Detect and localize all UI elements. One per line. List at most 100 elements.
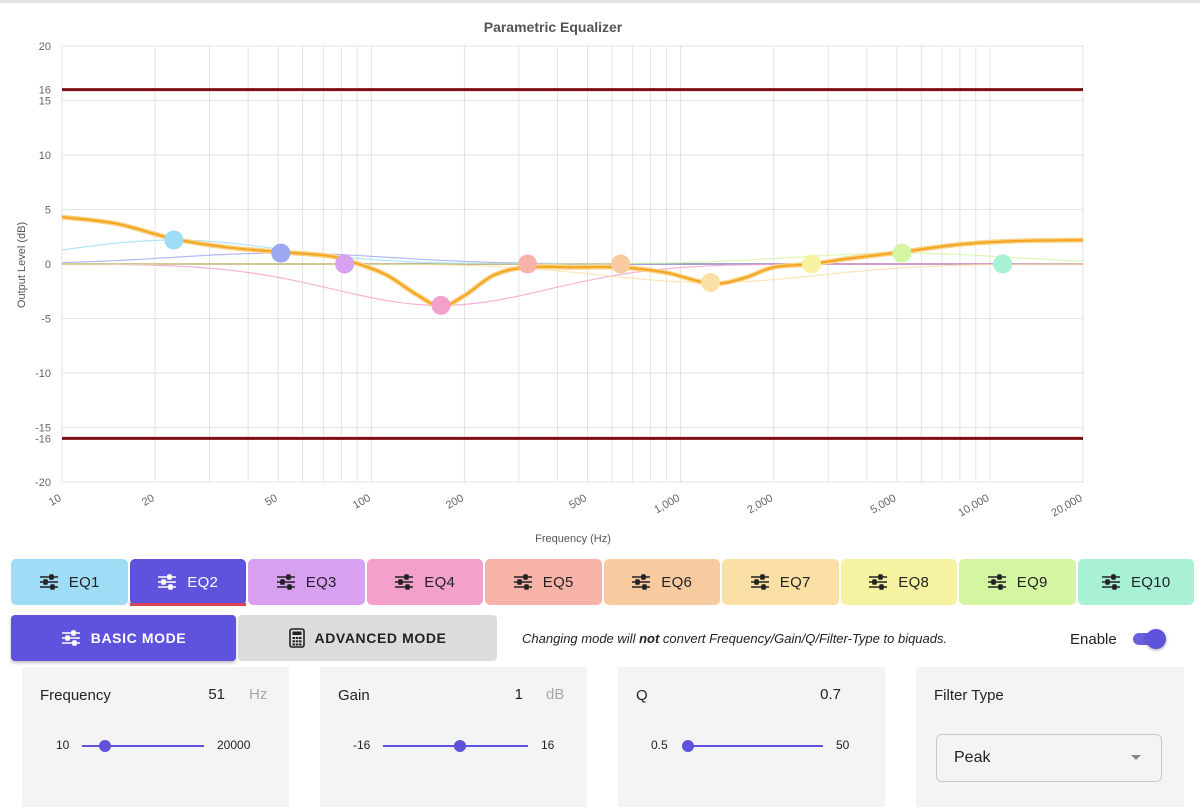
x-tick-label: 10 (47, 492, 64, 509)
tab-label: EQ1 (68, 573, 100, 591)
basic-mode-label: BASIC MODE (90, 630, 187, 646)
top-border (0, 0, 1200, 3)
band-handle-eq7[interactable] (701, 273, 721, 293)
y-tick-label: -20 (35, 477, 51, 489)
q-min: 0.5 (651, 738, 668, 752)
band-handle-eq4[interactable] (431, 295, 451, 315)
mode-change-note: Changing mode will not convert Frequency… (522, 631, 947, 646)
limit-line-label: -16 (35, 433, 51, 445)
tab-eq8[interactable]: EQ8 (840, 559, 957, 605)
x-tick-label: 2,000 (745, 492, 775, 516)
x-tick-label: 10,000 (956, 492, 991, 519)
y-tick-label: -15 (35, 423, 51, 435)
x-tick-label: 20,000 (1049, 492, 1084, 519)
tab-eq1[interactable]: EQ1 (11, 559, 128, 605)
tab-eq6[interactable]: EQ6 (603, 559, 720, 605)
x-tick-label: 500 (567, 492, 589, 512)
x-tick-label: 200 (444, 492, 466, 512)
sliders-icon (158, 574, 177, 590)
tab-eq4[interactable]: EQ4 (366, 559, 483, 605)
q-slider-thumb[interactable] (681, 740, 694, 752)
frequency-label: Frequency (40, 687, 111, 704)
tab-eq10[interactable]: EQ10 (1077, 559, 1194, 605)
advanced-mode-button[interactable]: ADVANCED MODE (238, 615, 497, 661)
y-axis-label: Output Level (dB) (16, 222, 28, 308)
x-axis-label: Frequency (Hz) (535, 533, 611, 545)
eq-band-tabs: EQ1 EQ2 EQ3 EQ4 EQ5 EQ6 EQ7 EQ8 EQ9 EQ10 (11, 559, 1194, 606)
tab-label: EQ10 (1130, 573, 1171, 591)
chart-title: Parametric Equalizer (484, 19, 623, 35)
toggle-knob[interactable] (1146, 629, 1166, 649)
equalizer-chart[interactable]: -20 -15 -10 -5 0 5 10 15 20 16 -16 10 20 50 100 200 500 1… (0, 0, 1200, 555)
frequency-slider-thumb[interactable] (99, 740, 112, 752)
frequency-slider-track[interactable] (82, 745, 204, 747)
gain-label: Gain (338, 687, 370, 704)
sliders-icon (39, 574, 58, 590)
x-tick-label: 20 (140, 492, 157, 509)
band-handle-eq3[interactable] (335, 254, 355, 274)
band-handle-eq6[interactable] (611, 254, 631, 274)
filter-type-select[interactable]: Peak (936, 734, 1162, 782)
note-text-end: convert Frequency/Gain/Q/Filter-Type to … (659, 631, 948, 646)
q-max: 50 (836, 738, 850, 752)
q-value[interactable]: 0.7 (820, 686, 841, 703)
frequency-max: 20000 (217, 738, 251, 752)
frequency-value[interactable]: 51 (208, 686, 225, 703)
band-handle-eq8[interactable] (802, 254, 822, 274)
sliders-icon (987, 574, 1006, 590)
x-tick-label: 50 (263, 492, 280, 509)
y-tick-label: 15 (39, 96, 51, 108)
band-response-curve (62, 252, 1084, 265)
band-handle-eq5[interactable] (518, 254, 538, 274)
y-tick-label: -5 (41, 314, 51, 326)
tab-eq9[interactable]: EQ9 (959, 559, 1076, 605)
tab-label: EQ5 (542, 573, 574, 591)
tab-eq7[interactable]: EQ7 (722, 559, 839, 605)
sliders-icon (750, 574, 769, 590)
tab-label: EQ9 (1016, 573, 1048, 591)
y-tick-label: 20 (39, 41, 51, 53)
band-handle-eq2[interactable] (271, 243, 291, 263)
q-label: Q (636, 687, 648, 704)
frequency-unit: Hz (249, 686, 268, 703)
sliders-icon (513, 574, 532, 590)
band-handle-eq10[interactable] (993, 254, 1013, 274)
basic-mode-button[interactable]: BASIC MODE (11, 615, 236, 661)
tab-eq3[interactable]: EQ3 (248, 559, 365, 605)
frequency-card: Frequency 51 Hz 10 20000 (22, 667, 289, 807)
x-tick-label: 100 (351, 492, 373, 512)
y-tick-label: 0 (45, 259, 51, 271)
tab-label: EQ2 (187, 573, 219, 591)
limit-line-label: 16 (39, 85, 51, 97)
q-card: Q 0.7 0.5 50 (618, 667, 885, 807)
sliders-icon (1101, 574, 1120, 590)
frequency-min: 10 (56, 738, 70, 752)
tab-label: EQ6 (661, 573, 693, 591)
y-tick-label: 5 (45, 205, 51, 217)
y-tick-label: 10 (39, 150, 51, 162)
gain-unit: dB (546, 686, 565, 703)
sliders-icon (395, 574, 414, 590)
filter-type-label: Filter Type (934, 687, 1004, 704)
y-tick-label: -10 (35, 368, 51, 380)
tab-label: EQ3 (305, 573, 337, 591)
band-handle-eq9[interactable] (892, 243, 912, 263)
tab-eq5[interactable]: EQ5 (485, 559, 602, 605)
gain-slider-thumb[interactable] (453, 740, 466, 752)
note-text-emphasis: not (639, 631, 660, 646)
filter-type-value: Peak (954, 749, 991, 766)
tab-label: EQ8 (898, 573, 930, 591)
filter-type-card: Filter Type Peak (916, 667, 1184, 807)
caret-down-icon (1131, 755, 1141, 760)
tab-label: EQ7 (779, 573, 811, 591)
enable-toggle[interactable] (1131, 628, 1167, 650)
q-slider-track[interactable] (685, 745, 823, 747)
band-handle-eq1[interactable] (164, 230, 184, 250)
gain-card: Gain 1 dB -16 16 (320, 667, 587, 807)
band-response-curve (62, 263, 1083, 307)
note-text-start: Changing mode will (522, 631, 640, 646)
advanced-mode-label: ADVANCED MODE (314, 630, 447, 646)
gain-value[interactable]: 1 (514, 686, 523, 703)
tab-eq2[interactable]: EQ2 (129, 559, 246, 606)
sliders-icon (632, 574, 651, 590)
